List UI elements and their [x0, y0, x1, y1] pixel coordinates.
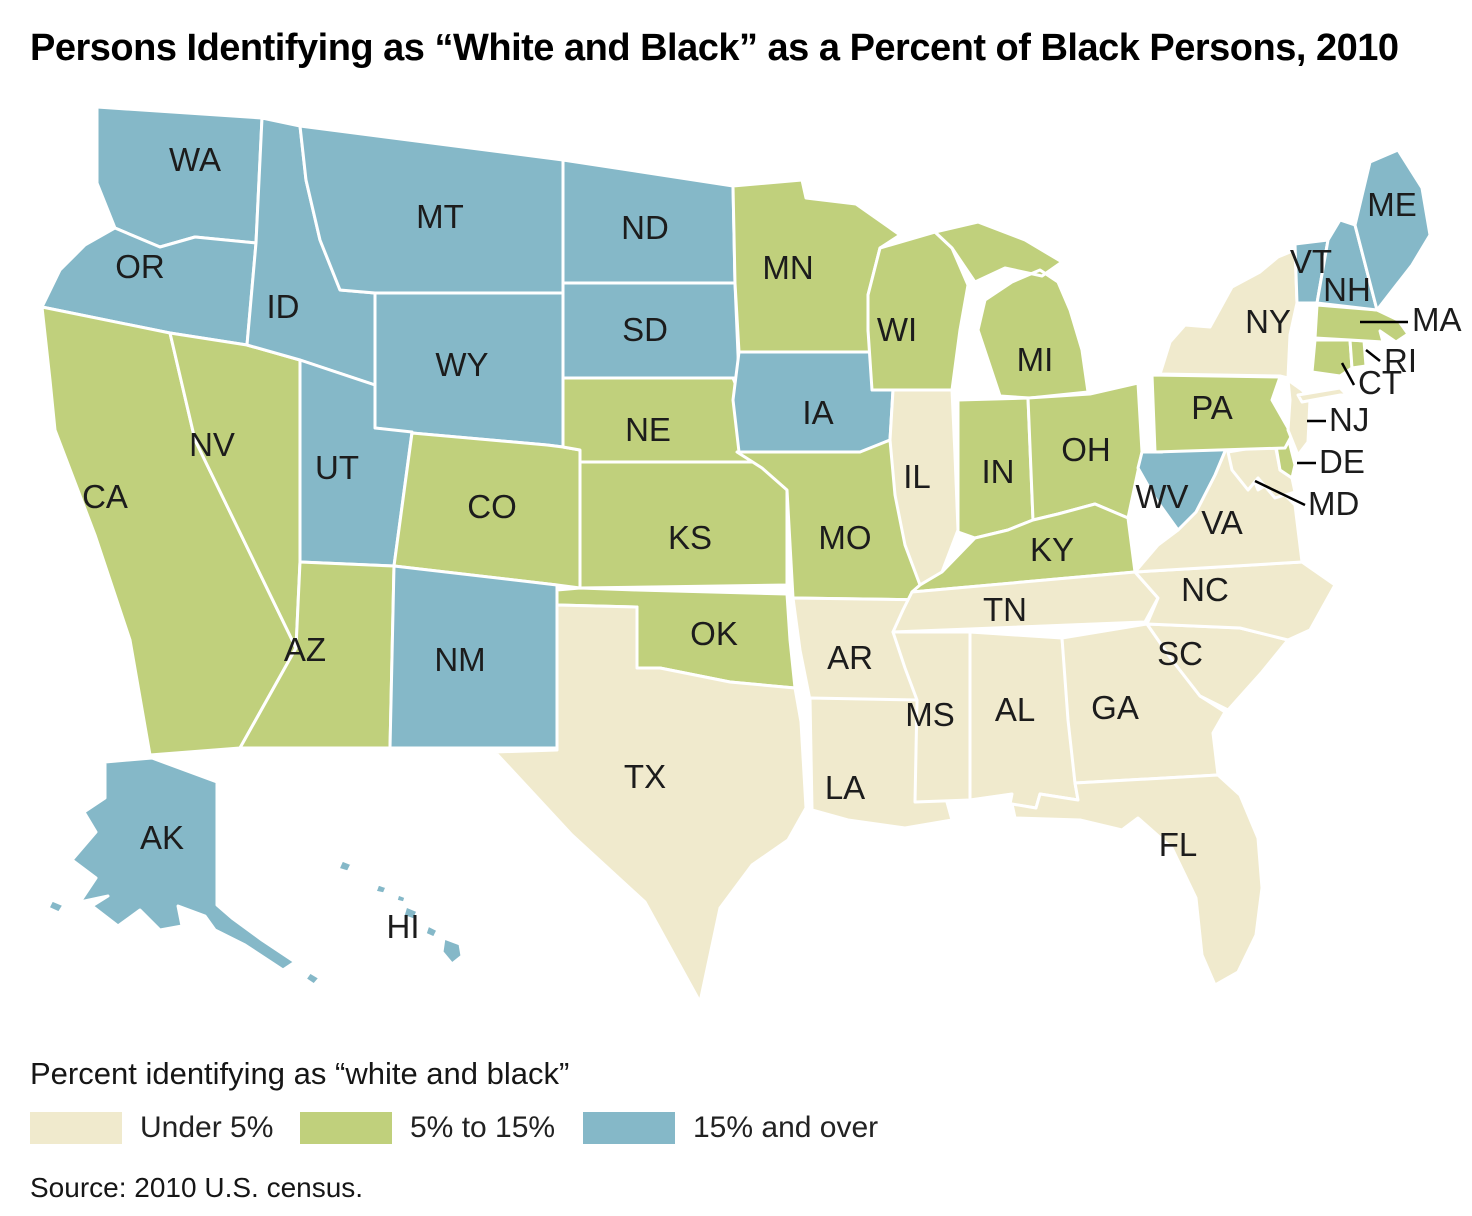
state-ma	[1313, 303, 1410, 344]
state-label-ar: AR	[827, 639, 873, 676]
callout-line-ct	[1340, 362, 1356, 386]
state-label-il: IL	[903, 458, 931, 495]
state-label-la: LA	[825, 769, 865, 806]
state-label-mi: MI	[1017, 341, 1054, 378]
state-me	[1353, 148, 1432, 312]
state-label-wv: WV	[1135, 478, 1188, 515]
legend-item-under-5: Under 5%	[30, 1111, 274, 1144]
state-label-me: ME	[1367, 186, 1417, 223]
state-label-co: CO	[467, 488, 517, 525]
state-nc	[1133, 560, 1337, 642]
state-label-ms: MS	[905, 696, 955, 733]
state-label-ma: MA	[1412, 301, 1462, 338]
page-title: Persons Identifying as “White and Black”…	[30, 27, 1399, 70]
state-label-nj: NJ	[1329, 401, 1369, 438]
state-label-hi: HI	[387, 908, 420, 945]
state-tx	[493, 603, 808, 1004]
state-label-ok: OK	[690, 615, 738, 652]
state-label-va: VA	[1201, 504, 1243, 541]
state-label-nd: ND	[621, 209, 669, 246]
state-label-sd: SD	[622, 311, 668, 348]
state-label-tx: TX	[624, 758, 666, 795]
state-label-ak: AK	[140, 819, 184, 856]
state-label-mt: MT	[416, 198, 464, 235]
state-label-md: MD	[1308, 485, 1359, 522]
state-label-in: IN	[982, 453, 1015, 490]
state-label-mo: MO	[818, 519, 871, 556]
state-label-nv: NV	[189, 426, 235, 463]
legend-item-5-to-15: 5% to 15%	[300, 1111, 556, 1144]
state-ak	[46, 756, 322, 987]
state-label-sc: SC	[1157, 635, 1203, 672]
state-nj	[1286, 378, 1312, 457]
legend-swatch-under-5	[30, 1112, 122, 1144]
state-mi	[933, 220, 1090, 400]
state-label-nm: NM	[434, 641, 485, 678]
state-label-ca: CA	[82, 478, 128, 515]
state-label-ks: KS	[668, 519, 712, 556]
state-label-nh: NH	[1323, 271, 1371, 308]
legend-swatch-5-to-15	[300, 1112, 392, 1144]
state-label-de: DE	[1319, 443, 1365, 480]
legend-swatch-15-and-over	[583, 1112, 675, 1144]
state-label-fl: FL	[1159, 826, 1198, 863]
state-hi	[336, 858, 464, 966]
legend-item-15-and-over: 15% and over	[583, 1111, 879, 1144]
state-label-wy: WY	[435, 346, 488, 383]
state-label-mn: MN	[762, 249, 813, 286]
callout-line-ri	[1365, 349, 1381, 362]
state-label-ct: CT	[1358, 364, 1402, 401]
state-label-wi: WI	[877, 311, 917, 348]
state-label-wa: WA	[169, 141, 221, 178]
legend-label-under-5: Under 5%	[140, 1111, 274, 1144]
state-label-ut: UT	[315, 449, 359, 486]
state-label-ky: KY	[1030, 531, 1074, 568]
legend-heading: Percent identifying as “white and black”	[30, 1056, 570, 1091]
state-label-or: OR	[115, 248, 165, 285]
state-ky	[910, 502, 1137, 594]
state-label-id: ID	[267, 288, 300, 325]
state-label-ny: NY	[1245, 303, 1291, 340]
state-label-tn: TN	[983, 591, 1027, 628]
state-label-pa: PA	[1191, 389, 1233, 426]
state-label-az: AZ	[284, 631, 326, 668]
state-az	[238, 560, 396, 750]
callout-line-md	[1254, 479, 1306, 507]
state-label-ri: RI	[1384, 342, 1417, 379]
state-label-oh: OH	[1061, 431, 1111, 468]
state-label-ia: IA	[802, 394, 833, 431]
legend-label-15-and-over: 15% and over	[693, 1111, 879, 1144]
state-label-al: AL	[995, 691, 1035, 728]
source-note: Source: 2010 U.S. census.	[30, 1172, 364, 1203]
legend-label-5-to-15: 5% to 15%	[410, 1111, 556, 1144]
state-label-ne: NE	[625, 411, 671, 448]
state-fl	[1010, 773, 1264, 987]
state-label-ga: GA	[1091, 689, 1139, 726]
state-label-nc: NC	[1181, 571, 1229, 608]
state-label-vt: VT	[1290, 243, 1332, 280]
